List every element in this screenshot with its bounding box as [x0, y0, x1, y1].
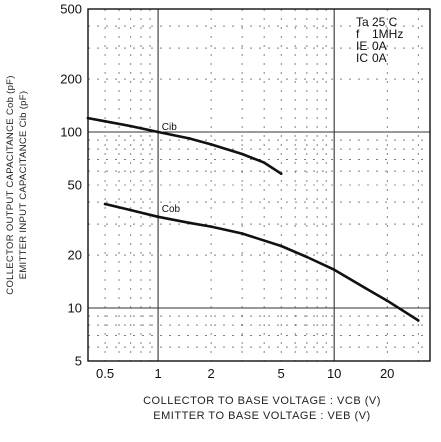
condition-value: 25 C — [372, 15, 398, 29]
condition-value: 1MHz — [372, 27, 403, 41]
measurement-conditions: Ta 25 C f 1MHz IE 0A IC 0A — [356, 15, 403, 65]
y-tick-label: 5 — [75, 354, 82, 369]
data-point-cob — [305, 255, 309, 259]
condition-label: Ta — [356, 15, 369, 29]
data-point-cib — [279, 172, 283, 175]
data-point-cob — [240, 232, 244, 235]
y-axis-title-line: COLLECTOR OUTPUT CAPACITANCE Cob (pF) — [5, 75, 16, 294]
x-tick-label: 5 — [278, 366, 285, 381]
axis-labels: COLLECTOR OUTPUT CAPACITANCE Cob (pF) EMI… — [5, 75, 381, 422]
x-tick-label: 1 — [154, 366, 161, 381]
series-line-cib — [86, 116, 283, 175]
series-line-cob — [103, 202, 420, 322]
y-tick-label: 200 — [60, 72, 82, 87]
data-point-cob — [279, 244, 283, 248]
x-tick-label: 10 — [327, 366, 341, 381]
data-point-cob — [129, 208, 133, 212]
condition-value: 0A — [372, 39, 387, 53]
y-axis-title-line: EMITTER INPUT CAPACITANCE Cib (pF) — [18, 91, 29, 280]
condition-label: IE — [356, 39, 367, 53]
data-point-cob — [363, 286, 367, 290]
tick-labels: 5 10 20 50 100 200 500 0.5 1 2 5 10 20 — [60, 2, 394, 382]
x-tick-label: 2 — [207, 366, 214, 381]
data-point-cob — [332, 268, 336, 272]
data-curves: Cib Cob — [86, 116, 420, 322]
data-point-cib — [156, 130, 160, 134]
x-tick-label: 0.5 — [96, 366, 114, 381]
data-point-cib — [209, 143, 213, 146]
y-tick-label: 100 — [60, 125, 82, 140]
series-label-cib: Cib — [162, 122, 177, 133]
data-point-cob — [103, 202, 107, 206]
data-point-cib — [103, 120, 107, 123]
y-tick-label: 10 — [68, 301, 82, 316]
data-point-cob — [156, 215, 160, 219]
data-point-cib — [86, 116, 90, 120]
condition-label: IC — [356, 51, 368, 65]
y-tick-label: 50 — [68, 178, 82, 193]
y-tick-label: 20 — [68, 248, 82, 263]
x-axis-title-line: COLLECTOR TO BASE VOLTAGE : VCB (V) — [143, 395, 381, 407]
series-label-cob: Cob — [162, 204, 181, 215]
x-tick-label: 20 — [380, 366, 394, 381]
plot-frame — [87, 8, 431, 362]
condition-value: 0A — [372, 51, 387, 65]
data-point-cib — [129, 124, 133, 128]
data-point-cob — [416, 319, 420, 322]
condition-label: f — [356, 27, 360, 41]
y-tick-label: 500 — [60, 2, 82, 17]
data-point-cob — [187, 221, 191, 225]
data-point-cib — [240, 152, 244, 156]
data-point-cob — [385, 299, 389, 303]
data-point-cib — [262, 161, 266, 164]
data-point-cob — [209, 225, 213, 228]
data-point-cib — [187, 137, 191, 140]
x-axis-title-line: EMITTER TO BASE VOLTAGE : VEB (V) — [153, 410, 370, 422]
